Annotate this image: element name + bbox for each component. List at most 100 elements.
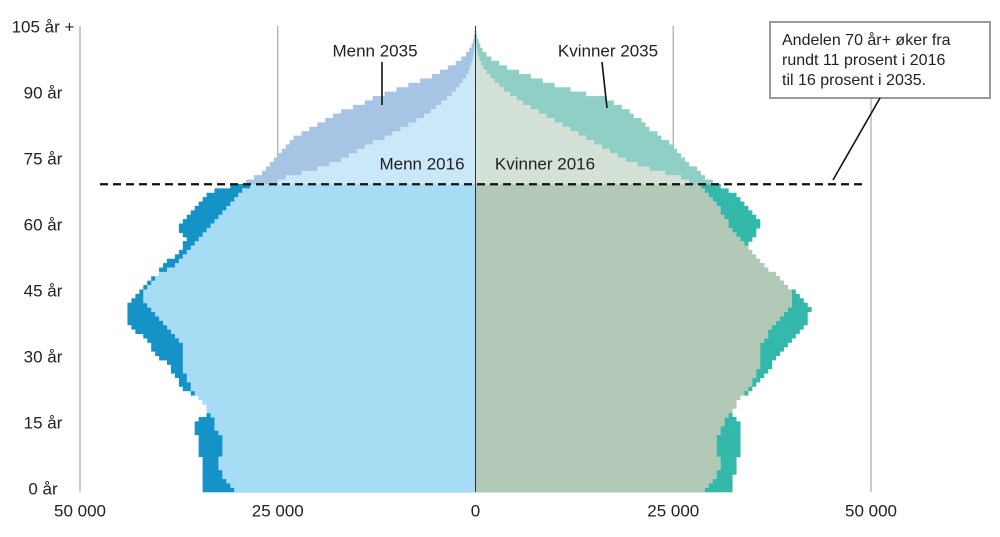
- bar: [475, 109, 630, 115]
- bar: [475, 113, 634, 119]
- bar: [155, 311, 476, 317]
- y-tick-label: 105 år +: [12, 18, 75, 37]
- bar: [455, 87, 476, 93]
- bar: [230, 201, 476, 207]
- bar: [475, 487, 705, 493]
- bar: [190, 245, 476, 251]
- bar: [325, 118, 476, 124]
- bar: [341, 109, 476, 115]
- bar: [475, 43, 477, 49]
- bar: [309, 126, 476, 132]
- bar: [459, 82, 476, 88]
- bar: [475, 175, 682, 181]
- bar: [143, 293, 476, 299]
- bar: [475, 179, 690, 185]
- bar: [475, 390, 745, 396]
- bar: [475, 263, 765, 269]
- bar: [475, 201, 717, 207]
- bar: [218, 465, 476, 471]
- bar: [234, 487, 476, 493]
- bar: [475, 342, 761, 348]
- bar: [333, 113, 476, 119]
- bar: [475, 254, 757, 260]
- bar: [475, 219, 729, 225]
- bar: [475, 78, 543, 84]
- bar: [182, 351, 476, 357]
- bar: [222, 438, 476, 444]
- bar: [475, 131, 579, 137]
- bar: [475, 425, 721, 431]
- bar: [475, 447, 717, 453]
- y-tick-label: 0 år: [28, 479, 58, 498]
- bar: [468, 69, 476, 75]
- bar: [250, 183, 476, 189]
- bar: [475, 430, 721, 436]
- bar: [475, 478, 713, 484]
- series-label: Menn 2035: [332, 41, 417, 60]
- annotation-text: Andelen 70 år+ øker fra: [782, 31, 951, 49]
- bar: [475, 183, 701, 189]
- y-tick-label: 15 år: [24, 413, 63, 432]
- bar: [462, 78, 476, 84]
- bar: [455, 60, 476, 66]
- bar: [475, 60, 500, 66]
- bar: [392, 131, 476, 137]
- bar: [451, 91, 476, 97]
- bar: [473, 52, 476, 58]
- bar: [475, 267, 769, 273]
- y-tick-label: 60 år: [24, 216, 63, 235]
- bar: [469, 47, 476, 53]
- bar: [475, 148, 610, 154]
- bar: [475, 394, 741, 400]
- bar: [190, 386, 476, 392]
- bar: [242, 188, 476, 194]
- annotation-leader: [832, 97, 881, 181]
- bar: [416, 118, 476, 124]
- bar: [475, 65, 508, 71]
- bar: [475, 408, 733, 414]
- bar: [174, 333, 476, 339]
- bar: [475, 65, 484, 71]
- bar: [178, 337, 476, 343]
- bar: [475, 355, 761, 361]
- bar: [475, 38, 479, 44]
- bar: [475, 351, 761, 357]
- bar: [408, 122, 476, 128]
- bar: [475, 236, 741, 242]
- bar: [364, 144, 476, 150]
- bar: [190, 381, 476, 387]
- bar: [475, 443, 717, 449]
- bar: [472, 56, 476, 62]
- bar: [475, 223, 729, 229]
- bar: [202, 232, 476, 238]
- bar: [170, 329, 476, 335]
- bar: [475, 333, 769, 339]
- bar: [226, 478, 476, 484]
- bar: [214, 416, 476, 422]
- bar: [147, 302, 476, 308]
- bar: [475, 302, 792, 308]
- bar: [475, 69, 487, 75]
- bar: [151, 307, 476, 313]
- bar: [202, 399, 476, 405]
- bar: [222, 447, 476, 453]
- bar: [475, 456, 721, 462]
- bar: [475, 210, 721, 216]
- bar: [475, 373, 757, 378]
- bar: [475, 135, 587, 141]
- bar: [475, 403, 737, 409]
- x-tick-label: 50 000: [54, 501, 106, 520]
- bar: [234, 197, 476, 203]
- bar: [475, 469, 717, 475]
- bar: [475, 82, 555, 88]
- bar: [214, 219, 476, 225]
- bar: [167, 267, 476, 273]
- bar: [475, 87, 571, 93]
- x-tick-label: 50 000: [845, 501, 897, 520]
- bar: [475, 482, 709, 488]
- bar: [475, 416, 725, 422]
- bar: [475, 465, 721, 471]
- bar: [475, 421, 725, 427]
- bar: [475, 285, 788, 291]
